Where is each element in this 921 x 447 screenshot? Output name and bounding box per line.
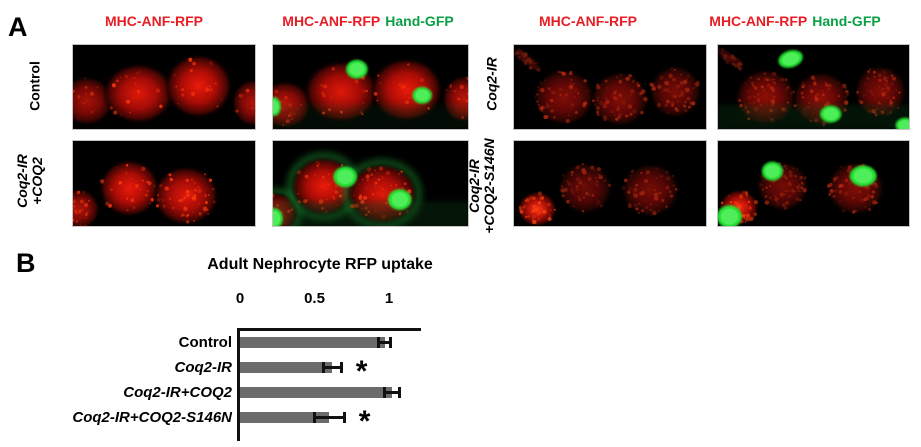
- error-bar: [377, 337, 392, 348]
- micrograph-svg: [273, 141, 468, 226]
- micrograph-coq2ir-coq2-rfp: [72, 140, 256, 227]
- x-tick-1: 1: [384, 290, 394, 307]
- header-rfp-text: MHC-ANF-RFP: [282, 13, 381, 29]
- micrograph-svg: [73, 141, 255, 226]
- header-rfp-text: MHC-ANF-RFP: [709, 13, 808, 29]
- error-bar: [313, 412, 346, 423]
- micrograph-coq2ir-coq2s146n-rfp: [513, 140, 707, 227]
- category-label-coq2ir-coq2: Coq2-IR+COQ2: [123, 384, 232, 401]
- micrograph-svg: [73, 45, 255, 129]
- row-label-coq2ir-coq2s146n: Coq2-IR +COQ2-S146N: [466, 138, 497, 234]
- column-header-merge-left: MHC-ANF-RFP Hand-GFP: [282, 13, 453, 29]
- micrograph-svg: [273, 45, 468, 129]
- column-header-rfp-right: MHC-ANF-RFP: [539, 13, 637, 29]
- header-gfp-text: Hand-GFP: [385, 13, 454, 29]
- error-bar: [383, 387, 401, 398]
- micrograph-coq2ir-coq2s146n-merge: [717, 140, 910, 227]
- column-header-merge-right: MHC-ANF-RFP Hand-GFP: [709, 13, 880, 29]
- row-label-coq2ir: Coq2-IR: [483, 57, 500, 111]
- micrograph-coq2ir-rfp: [513, 44, 707, 130]
- micrograph-svg: [718, 141, 909, 226]
- chart-title: Adult Nephrocyte RFP uptake: [207, 256, 433, 273]
- row-label-control: Control: [26, 61, 43, 111]
- row-label-coq2ir-coq2: Coq2-IR +COQ2: [14, 154, 45, 208]
- error-bar: [321, 362, 343, 373]
- panel-b-label: B: [16, 248, 36, 278]
- x-tick-0: 0: [235, 290, 245, 307]
- chart-axes: [237, 328, 421, 441]
- panel-a-label: A: [8, 12, 28, 42]
- header-gfp-text: Hand-GFP: [812, 13, 881, 29]
- column-header-rfp-left: MHC-ANF-RFP: [105, 13, 203, 29]
- micrograph-svg: [514, 141, 706, 226]
- micrograph-control-merge: [272, 44, 469, 130]
- significance-star: *: [358, 405, 371, 438]
- significance-star: *: [355, 355, 368, 388]
- micrograph-coq2ir-merge: [717, 44, 910, 130]
- micrograph-svg: [718, 45, 909, 129]
- bar: [240, 362, 333, 373]
- category-label-coq2ir: Coq2-IR: [174, 359, 233, 376]
- x-tick-0_5: 0.5: [304, 290, 325, 307]
- micrograph-control-rfp: [72, 44, 256, 130]
- header-rfp-text: MHC-ANF-RFP: [539, 13, 637, 29]
- micrograph-svg: [514, 45, 706, 129]
- micrograph-coq2ir-coq2-merge: [272, 140, 469, 227]
- header-rfp-text: MHC-ANF-RFP: [105, 13, 203, 29]
- bar: [240, 412, 330, 423]
- bar: [240, 387, 392, 398]
- category-label-control: Control: [178, 334, 232, 351]
- category-label-coq2ir-coq2s146n: Coq2-IR+COQ2-S146N: [72, 409, 232, 426]
- bar: [240, 337, 385, 348]
